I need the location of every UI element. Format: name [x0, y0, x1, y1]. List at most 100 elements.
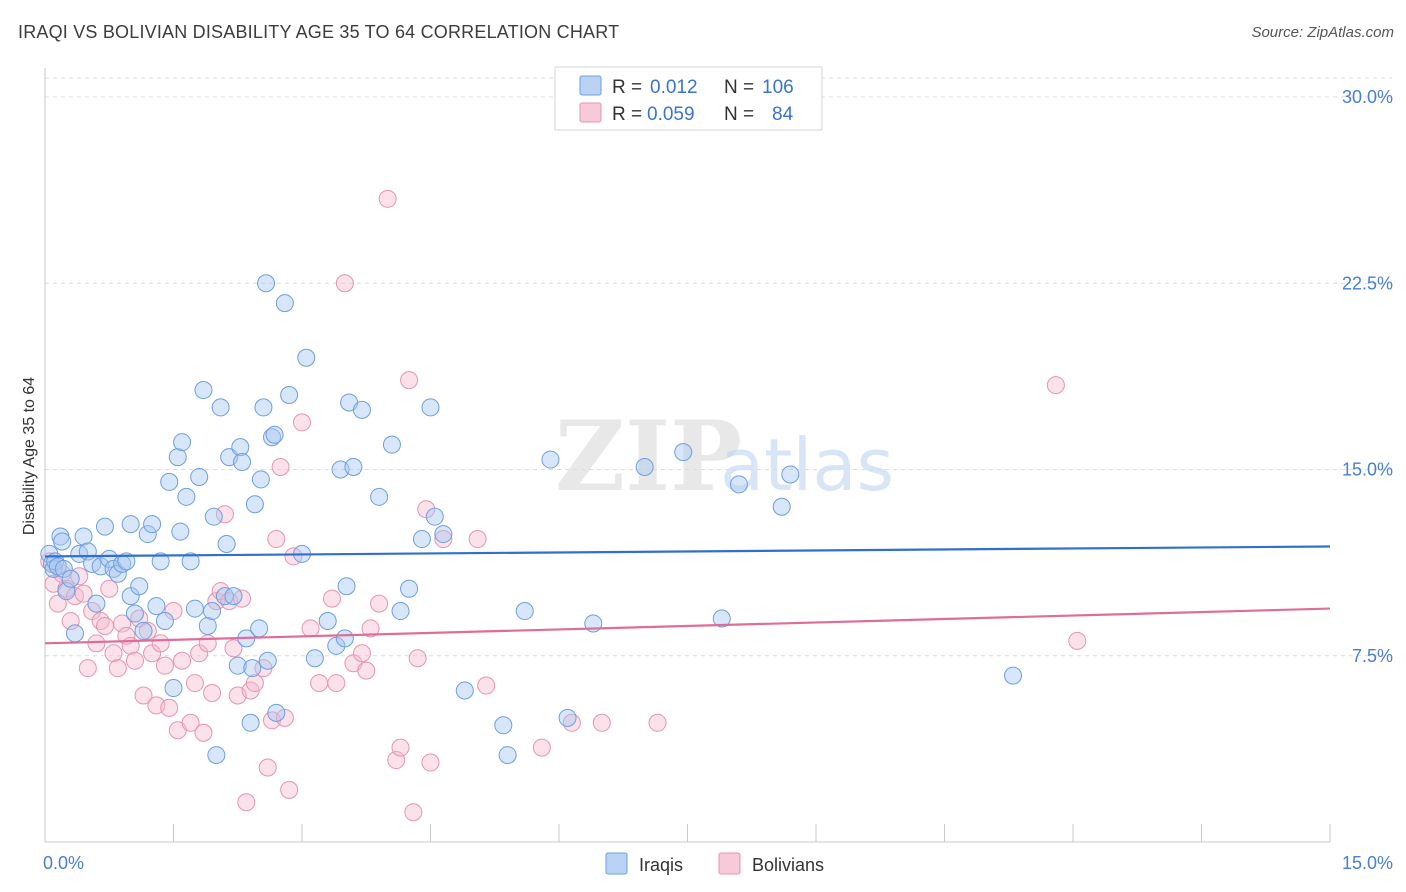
legend-top: R = 0.012 N = 106 R = 0.059 N = 84 — [554, 66, 823, 131]
bolivians-point — [151, 634, 170, 653]
iraqis-point — [352, 400, 371, 419]
bolivians-point — [1046, 376, 1065, 395]
bolivians-point — [468, 530, 487, 549]
iraqis-point — [370, 487, 389, 506]
iraqis-point — [344, 458, 363, 477]
iraqis-point — [134, 621, 153, 640]
bolivians-point — [1068, 631, 1087, 650]
iraqis-point — [198, 616, 217, 635]
iraqis-point — [171, 522, 190, 541]
bolivians-point — [357, 661, 376, 680]
source-label: Source: ZipAtlas.com — [1251, 24, 1394, 41]
bolivians-point — [203, 684, 222, 702]
iraqis-point — [280, 386, 299, 404]
bolivians-point — [134, 686, 153, 705]
iraqis-point — [391, 602, 410, 621]
iraqis-point — [217, 535, 236, 553]
legend-iraqis-n-label: N = — [724, 77, 754, 98]
x-tick-label: 15.0% — [1342, 853, 1393, 873]
bolivians-point — [301, 619, 320, 638]
iraqis-point — [207, 746, 226, 765]
iraqis-point — [181, 552, 200, 571]
iraqis-point — [87, 594, 106, 613]
iraqis-point — [233, 453, 252, 472]
iraqis-point — [257, 274, 276, 293]
bolivians-point — [198, 634, 217, 653]
iraqis-point — [177, 487, 196, 506]
iraqis-point — [173, 433, 192, 452]
iraqis-points — [40, 274, 1023, 765]
legend-bottom-iraqis-swatch — [605, 852, 628, 875]
iraqis-point — [211, 398, 230, 417]
iraqis-point — [558, 708, 577, 727]
bolivians-point — [78, 659, 97, 678]
iraqis-point — [53, 532, 72, 551]
axes: 7.5% 15.0% 22.5% 30.0% 0.0% 15.0% — [43, 68, 1393, 873]
legend-iraqis-n-value: 106 — [762, 77, 794, 98]
iraqis-point — [337, 577, 356, 596]
iraqis-point — [190, 467, 209, 486]
legend-iraqis-r-label: R = — [612, 77, 642, 98]
iraqis-point — [258, 651, 277, 670]
iraqis-point — [204, 507, 223, 526]
bolivians-point — [378, 189, 397, 208]
iraqis-point — [203, 602, 222, 621]
iraqis-point — [254, 398, 273, 417]
iraqis-point — [164, 679, 183, 698]
bolivians-point — [280, 780, 299, 799]
iraqis-point — [121, 515, 140, 534]
iraqis-point — [251, 470, 270, 489]
bolivians-point — [400, 371, 419, 390]
legend-bolivians-r-label: R = — [612, 104, 642, 125]
iraqis-point — [318, 611, 337, 630]
iraqis-point — [455, 681, 474, 700]
iraqis-point — [138, 525, 157, 544]
bolivians-point — [335, 274, 354, 293]
iraqis-point — [421, 398, 440, 417]
legend-bottom-bolivians-label: Bolivians — [752, 855, 824, 875]
bolivians-point — [532, 738, 551, 757]
iraqis-point — [434, 525, 453, 544]
iraqis-point — [245, 495, 264, 514]
legend-bottom-iraqis-label: Iraqis — [639, 855, 683, 875]
bolivians-point — [434, 530, 453, 549]
iraqis-point — [712, 609, 731, 628]
iraqis-point — [231, 438, 250, 457]
bolivians-point — [237, 793, 256, 812]
bolivians-point — [155, 656, 174, 675]
iraqis-point — [241, 713, 260, 732]
legend-bolivians-n-label: N = — [724, 104, 754, 125]
bolivians-point — [181, 713, 200, 732]
iraqis-point — [425, 507, 444, 526]
iraqis-point — [335, 629, 354, 648]
iraqis-point — [147, 597, 166, 616]
bolivians-point — [207, 592, 226, 611]
iraqis-point — [412, 530, 431, 549]
iraqis-point — [61, 569, 80, 588]
bolivians-point — [95, 616, 114, 635]
bolivians-point — [271, 458, 290, 477]
iraqis-point — [400, 579, 419, 598]
iraqis-point — [108, 564, 127, 583]
bolivians-point — [245, 674, 264, 693]
bolivians-point — [275, 708, 294, 727]
iraqis-point — [130, 577, 149, 596]
y-tick-label: 22.5% — [1342, 273, 1393, 293]
iraqis-point — [1004, 666, 1023, 685]
bolivians-point — [293, 413, 311, 432]
bolivians-point — [87, 634, 106, 653]
bolivians-point — [648, 713, 667, 732]
iraqis-point — [224, 587, 243, 606]
bolivians-point — [404, 803, 423, 822]
bolivians-point — [370, 594, 389, 613]
iraqis-point — [498, 746, 517, 765]
iraqis-point — [194, 381, 213, 400]
iraqis-trend-line — [44, 545, 1331, 558]
iraqis-point — [494, 716, 513, 735]
bolivians-point — [592, 713, 611, 732]
bolivians-point — [310, 674, 329, 693]
legend-bolivians-r-value: 0.059 — [647, 104, 695, 125]
bolivians-point — [477, 676, 496, 695]
